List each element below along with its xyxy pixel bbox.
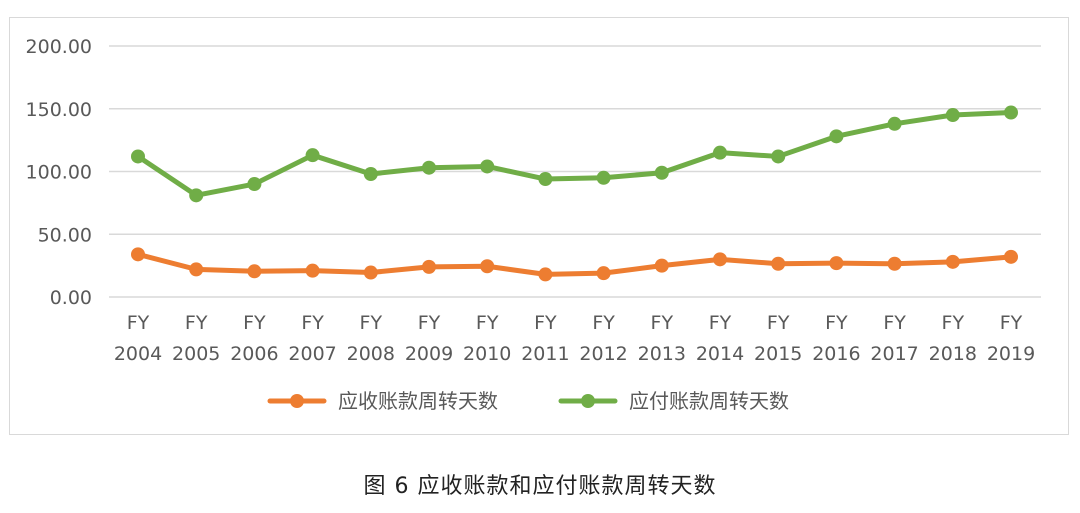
data-point — [305, 148, 320, 163]
series-line-1 — [135, 110, 1014, 198]
x-tick-label: FY 2017 — [870, 312, 918, 365]
data-point — [654, 165, 669, 180]
x-tick-label: FY 2010 — [463, 312, 511, 365]
legend-label: 应付账款周转天数 — [629, 389, 789, 413]
data-point — [363, 265, 378, 280]
y-axis: 0.00 50.00 100.00 150.00 200.00 — [26, 36, 92, 309]
y-tick-label: 50.00 — [38, 224, 92, 246]
x-tick-label: FY 2009 — [405, 312, 453, 365]
x-tick-label: FY 2016 — [812, 312, 860, 365]
x-tick-label: FY 2019 — [987, 312, 1035, 365]
data-point — [538, 267, 553, 282]
legend: 应收账款周转天数 应付账款周转天数 — [267, 389, 789, 413]
legend-swatch-marker — [581, 394, 595, 408]
x-tick-label: FY 2006 — [230, 312, 278, 365]
data-point — [480, 159, 495, 174]
data-point — [363, 167, 378, 182]
data-point — [247, 264, 262, 279]
data-point — [945, 254, 960, 269]
y-tick-label: 0.00 — [50, 287, 92, 309]
data-point — [829, 256, 844, 271]
data-point — [422, 259, 436, 274]
y-tick-label: 100.00 — [26, 162, 92, 184]
x-tick-label: FY 2007 — [288, 312, 336, 365]
data-point — [713, 252, 727, 267]
data-point — [887, 256, 902, 271]
chart-frame — [9, 17, 1069, 435]
gridlines — [109, 45, 1041, 298]
data-point — [305, 263, 320, 278]
data-point — [1004, 105, 1018, 120]
x-tick-label: FY 2012 — [579, 312, 627, 365]
data-point — [538, 172, 553, 187]
x-tick-label: FY 2013 — [638, 312, 686, 365]
legend-swatch-marker — [290, 394, 304, 408]
data-point — [713, 145, 727, 160]
data-point — [771, 256, 786, 271]
x-tick-label: FY 2005 — [172, 312, 220, 365]
x-tick-label: FY 2004 — [114, 312, 162, 365]
x-tick-label: FY 2018 — [929, 312, 977, 365]
data-point — [480, 259, 495, 274]
data-point — [422, 160, 436, 175]
data-point — [189, 262, 204, 277]
legend-label: 应收账款周转天数 — [338, 389, 498, 413]
x-tick-label: FY 2008 — [347, 312, 395, 365]
data-point — [247, 177, 262, 192]
data-point — [596, 266, 611, 281]
data-point — [771, 149, 786, 164]
x-tick-label: FY 2011 — [521, 312, 569, 365]
x-tick-label: FY 2015 — [754, 312, 802, 365]
data-point — [654, 258, 669, 273]
series-group — [131, 105, 1018, 282]
data-point — [945, 108, 960, 123]
data-point — [1004, 249, 1018, 264]
y-tick-label: 150.00 — [26, 99, 92, 121]
data-point — [829, 129, 844, 144]
data-point — [131, 149, 145, 164]
y-tick-label: 200.00 — [26, 36, 92, 58]
data-point — [131, 247, 145, 262]
figure-caption: 图 6 应收账款和应付账款周转天数 — [363, 474, 717, 499]
data-point — [189, 188, 204, 203]
data-point — [887, 116, 902, 131]
data-point — [596, 170, 611, 185]
x-tick-label: FY 2014 — [696, 312, 744, 365]
series-line-0 — [135, 251, 1014, 277]
